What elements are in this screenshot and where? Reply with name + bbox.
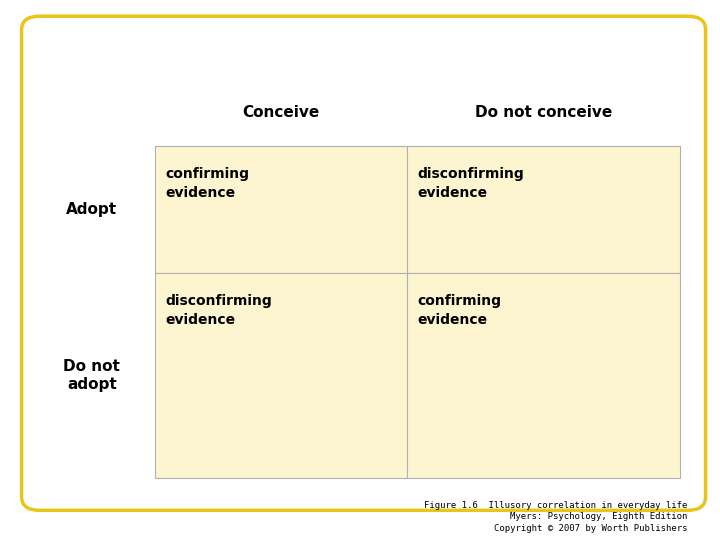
Bar xyxy=(407,146,680,273)
Bar xyxy=(155,273,407,478)
Text: confirming
evidence: confirming evidence xyxy=(418,294,502,327)
Text: Copyright © 2007 by Worth Publishers: Copyright © 2007 by Worth Publishers xyxy=(494,524,688,534)
Bar xyxy=(155,146,407,273)
Text: Myers: Psychology, Eighth Edition: Myers: Psychology, Eighth Edition xyxy=(510,512,688,522)
Text: disconfirming
evidence: disconfirming evidence xyxy=(418,167,524,200)
Text: Conceive: Conceive xyxy=(242,105,320,119)
Text: confirming
evidence: confirming evidence xyxy=(166,167,250,200)
Text: Do not
adopt: Do not adopt xyxy=(63,359,120,392)
FancyBboxPatch shape xyxy=(22,16,706,510)
Bar xyxy=(407,273,680,478)
Text: disconfirming
evidence: disconfirming evidence xyxy=(166,294,272,327)
Text: Do not conceive: Do not conceive xyxy=(475,105,612,119)
Text: Adopt: Adopt xyxy=(66,202,117,217)
Text: Figure 1.6  Illusory correlation in everyday life: Figure 1.6 Illusory correlation in every… xyxy=(424,501,688,510)
